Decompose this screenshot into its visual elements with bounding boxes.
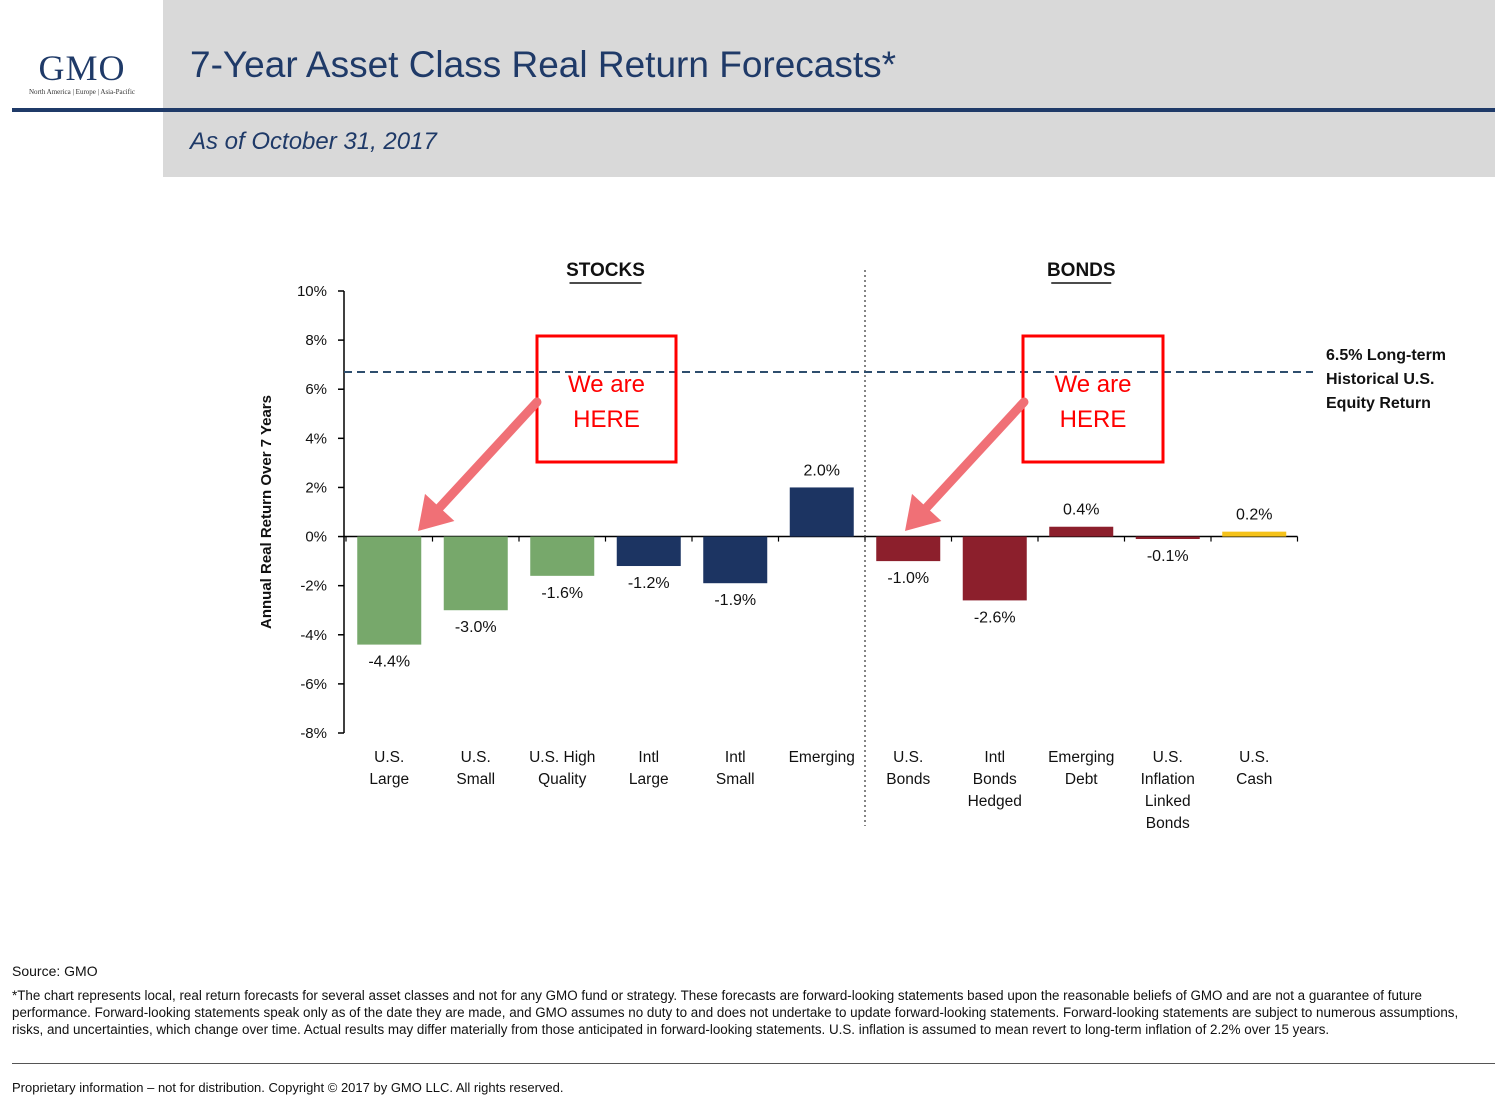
bar [1135, 536, 1200, 540]
bar [789, 487, 854, 537]
category-label: Intl [984, 749, 1005, 766]
bar [703, 536, 768, 584]
category-label: Linked [1145, 793, 1191, 810]
y-tick-label: 2% [305, 479, 327, 496]
bar-value-label: -1.0% [887, 570, 929, 587]
group-heading: STOCKS [566, 260, 645, 281]
bar [530, 536, 595, 576]
bar-value-label: 2.0% [804, 462, 840, 479]
reference-line-label: Historical U.S. [1326, 371, 1434, 388]
bar-value-label: 0.2% [1236, 507, 1272, 524]
annotation-box [535, 334, 678, 464]
category-label: Intl [725, 749, 746, 766]
y-tick-label: -8% [300, 725, 327, 742]
y-tick-label: -4% [300, 627, 327, 644]
bar-value-label: -3.0% [455, 619, 497, 636]
bar [1222, 531, 1287, 537]
category-label: Quality [538, 771, 586, 788]
category-label: U.S. [893, 749, 923, 766]
bar [962, 536, 1027, 601]
category-label: Intl [638, 749, 659, 766]
source-note: Source: GMO [12, 963, 98, 979]
logo-regions: North America | Europe | Asia-Pacific [28, 88, 136, 96]
y-tick-label: 6% [305, 381, 327, 398]
category-label: U.S. [1239, 749, 1269, 766]
y-tick-label: -2% [300, 578, 327, 595]
bar-value-label: -2.6% [974, 609, 1016, 626]
annotation-arrow-shaft [922, 397, 1029, 512]
category-label: Small [716, 771, 755, 788]
reference-line-label: 6.5% Long-term [1326, 347, 1446, 364]
y-tick-label: -6% [300, 676, 327, 693]
bar [876, 536, 941, 562]
page-subtitle: As of October 31, 2017 [190, 128, 437, 155]
y-tick-label: 0% [305, 529, 327, 546]
page-title: 7-Year Asset Class Real Return Forecasts… [190, 44, 897, 85]
category-label: Large [629, 771, 669, 788]
category-label: Debt [1065, 771, 1098, 788]
bar-value-label: 0.4% [1063, 502, 1099, 519]
annotation-arrow-shaft [435, 397, 542, 512]
header-band [163, 0, 1495, 177]
category-label: Bonds [886, 771, 930, 788]
category-label: U.S. High [529, 749, 595, 766]
category-label: Large [369, 771, 409, 788]
bar-value-label: -1.2% [628, 575, 670, 592]
annotation-text: We are [1055, 371, 1132, 398]
category-label: Bonds [973, 771, 1017, 788]
annotation-arrow-head [418, 493, 455, 531]
title-rule [12, 108, 1495, 112]
bar-value-label: -1.9% [714, 592, 756, 609]
category-label: Emerging [1048, 749, 1114, 766]
category-label: Small [456, 771, 495, 788]
category-label: U.S. [374, 749, 404, 766]
category-label: Cash [1236, 771, 1272, 788]
y-axis-label: Annual Real Return Over 7 Years [258, 395, 275, 629]
bar [1049, 526, 1114, 537]
bar-value-label: -0.1% [1147, 548, 1189, 565]
category-label: Inflation [1141, 771, 1195, 788]
bar-value-label: -4.4% [368, 654, 410, 671]
category-label: U.S. [461, 749, 491, 766]
bottom-rule [12, 1063, 1495, 1064]
annotation-text: HERE [1060, 406, 1127, 433]
bar [357, 536, 422, 645]
gmo-logo: GMO North America | Europe | Asia-Pacifi… [12, 48, 152, 96]
bar [443, 536, 508, 611]
group-heading: BONDS [1047, 260, 1116, 281]
annotation-text: HERE [573, 406, 640, 433]
category-label: Hedged [968, 793, 1022, 810]
annotation-arrow-head [905, 493, 942, 531]
annotation-box [1021, 334, 1165, 464]
category-label: Emerging [789, 749, 855, 766]
reference-line-label: Equity Return [1326, 395, 1431, 412]
bar-value-label: -1.6% [541, 585, 583, 602]
y-tick-label: 10% [297, 283, 327, 300]
proprietary-notice: Proprietary information – not for distri… [12, 1080, 564, 1095]
annotation-text: We are [568, 371, 645, 398]
y-tick-label: 8% [305, 332, 327, 349]
category-label: Bonds [1146, 815, 1190, 832]
bar [616, 536, 681, 567]
footnote: *The chart represents local, real return… [12, 988, 1459, 1037]
category-label: U.S. [1153, 749, 1183, 766]
y-tick-label: 4% [305, 430, 327, 447]
logo-text: GMO [38, 48, 126, 88]
